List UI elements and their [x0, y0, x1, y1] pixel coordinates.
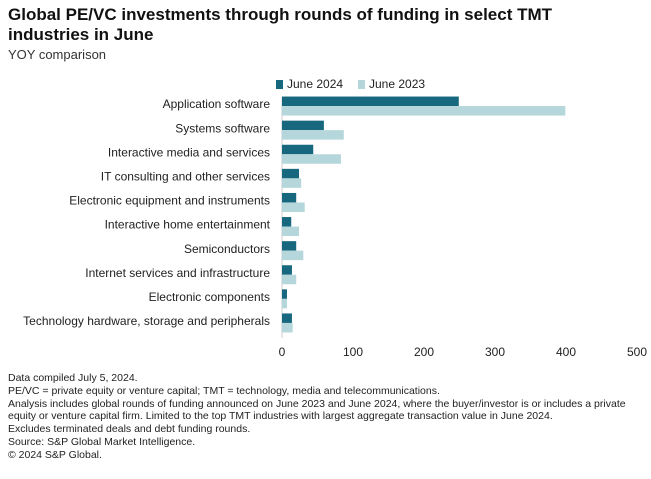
bar [282, 202, 305, 212]
legend-swatch [276, 80, 283, 89]
y-tick-label: Systems software [175, 121, 270, 135]
bar [282, 144, 314, 155]
note: Excludes terminated deals and debt fundi… [8, 423, 251, 436]
bar [282, 241, 297, 251]
bar [282, 192, 297, 203]
y-tick-label: Interactive media and services [108, 145, 270, 159]
bar [282, 250, 304, 261]
bar [282, 322, 293, 333]
bar [282, 168, 300, 179]
note: PE/VC = private equity or venture capita… [8, 384, 440, 397]
bar [282, 154, 341, 164]
bar [282, 130, 344, 140]
bar [282, 96, 459, 107]
bar [282, 289, 287, 299]
x-tick-label: 200 [414, 345, 434, 359]
chart-subtitle: YOY comparison [8, 47, 107, 62]
bar [282, 120, 324, 131]
chart-title: Global PE/VC investments through rounds … [8, 5, 553, 44]
x-tick-label: 400 [556, 345, 576, 359]
y-tick-label: Electronic components [149, 290, 270, 304]
bar [282, 226, 300, 237]
x-tick-label: 100 [343, 345, 363, 359]
notes: Data compiled July 5, 2024. PE/VC = priva… [8, 372, 648, 462]
y-tick-label: Application software [163, 97, 271, 111]
y-tick-label: Electronic equipment and instruments [69, 194, 270, 208]
y-tick-label: IT consulting and other services [101, 170, 270, 184]
note: Data compiled July 5, 2024. [8, 372, 138, 384]
bar [282, 106, 566, 116]
bar [282, 313, 292, 323]
bar [282, 217, 292, 227]
x-tick-label: 300 [485, 345, 505, 359]
x-tick-label: 500 [627, 345, 647, 359]
bar [282, 178, 302, 188]
y-tick-label: Semiconductors [184, 242, 270, 256]
bar [282, 274, 297, 285]
bar [282, 298, 287, 309]
y-tick-label: Internet services and infrastructure [85, 266, 270, 280]
note: © 2024 S&P Global. [8, 448, 102, 461]
y-tick-label: Interactive home entertainment [105, 218, 271, 232]
x-tick-label: 0 [279, 345, 286, 359]
bar [282, 265, 292, 275]
note: Analysis includes global rounds of fundi… [8, 397, 626, 423]
legend-label: June 2023 [369, 77, 425, 91]
legend-swatch [358, 80, 365, 89]
note: Source: S&P Global Market Intelligence. [8, 435, 196, 448]
y-tick-label: Technology hardware, storage and periphe… [23, 314, 270, 328]
legend-label: June 2024 [287, 77, 343, 91]
